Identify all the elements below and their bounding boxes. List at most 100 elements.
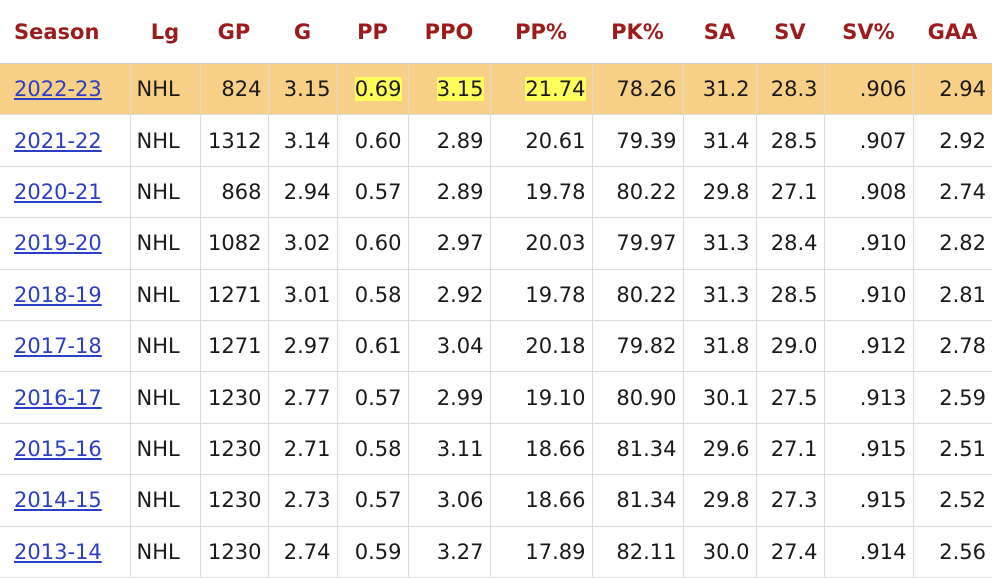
column-header[interactable]: GP [200,0,268,64]
table-cell: 1271 [199,319,269,373]
table-cell: 3.27 [407,525,491,578]
cell-text: 27.4 [770,539,818,564]
cell-text: 3.01 [283,282,331,307]
cell-text: 2.74 [939,179,986,204]
cell-text: 78.26 [616,77,677,102]
table-cell: 2.92 [407,268,491,321]
cell-text: 30.0 [702,539,750,564]
season-link[interactable]: 2015-16 [14,436,102,461]
cell-text: 31.4 [702,128,750,153]
cell-text: 27.1 [770,436,818,461]
cell-text: NHL [136,334,180,359]
season-link[interactable]: 2022-23 [14,77,102,102]
column-header[interactable]: PPO [408,0,490,64]
table-cell: .910 [823,268,914,321]
cell-text: NHL [136,488,180,513]
season-link[interactable]: 2021-22 [14,128,102,153]
table-cell: 2.92 [912,114,992,167]
table-cell: 0.60 [336,217,409,270]
table-cell: 28.3 [755,62,825,116]
table-row: 2022-23 NHL 824 3.15 0.69 3.15 21.74 78.26 31.2 2… [0,62,992,116]
table-cell: .907 [823,114,914,167]
header-row: Season Lg GP G PP PPO PP% PK% SA SV SV% GAA [0,0,992,64]
column-header[interactable]: G [268,0,337,64]
season-link[interactable]: 2013-14 [14,539,102,564]
table-cell: 3.01 [267,268,338,321]
cell-text: 1312 [208,128,262,153]
cell-text: 824 [221,77,262,102]
cell-text: 29.0 [770,334,818,359]
table-cell: 868 [199,165,269,219]
table-cell: 0.58 [336,422,409,476]
cell-text: 0.59 [354,539,402,564]
cell-text: 2.94 [939,77,986,102]
table-cell: 2.81 [912,268,992,321]
cell-text: 31.2 [702,77,750,102]
season-link[interactable]: 2016-17 [14,385,102,410]
cell-text: 2.99 [436,385,484,410]
column-header[interactable]: SA [683,0,756,64]
cell-text: 18.66 [525,488,586,513]
table-cell: NHL [129,268,201,321]
cell-text: 31.8 [702,334,750,359]
column-header[interactable]: Lg [130,0,200,64]
season-cell: 2014-15 [0,474,131,527]
column-header[interactable]: SV% [824,0,913,64]
cell-text: 3.15 [436,77,484,102]
table-cell: 2.99 [407,371,491,424]
column-header[interactable]: Season [0,0,130,64]
table-row: 2018-19 NHL 1271 3.01 0.58 2.92 19.78 80.22 31.3… [0,268,992,321]
cell-text: 82.11 [616,539,677,564]
table-cell: .908 [823,165,914,219]
table-cell: 2.74 [912,165,992,219]
table-row: 2019-20 NHL 1082 3.02 0.60 2.97 20.03 79.97 31.3… [0,217,992,270]
season-link[interactable]: 2020-21 [14,179,102,204]
cell-text: 3.11 [436,436,484,461]
table-cell: 79.82 [591,319,684,373]
column-header[interactable]: GAA [913,0,992,64]
cell-text: 0.58 [354,282,402,307]
table-cell: 2.51 [912,422,992,476]
cell-text: .912 [859,334,907,359]
table-cell: .915 [823,474,914,527]
season-cell: 2019-20 [0,217,131,270]
table-cell: 19.78 [489,268,593,321]
table-cell: 2.52 [912,474,992,527]
cell-text: 2.94 [283,179,331,204]
cell-text: 868 [221,179,262,204]
season-link[interactable]: 2017-18 [14,334,102,359]
season-link[interactable]: 2019-20 [14,231,102,256]
table-cell: NHL [129,165,201,219]
cell-text: NHL [136,385,180,410]
cell-text: 29.8 [702,488,750,513]
cell-text: .910 [859,231,907,256]
column-header[interactable]: PP% [490,0,592,64]
cell-text: 2.52 [939,488,986,513]
table-cell: NHL [129,114,201,167]
table-cell: 2.94 [267,165,338,219]
cell-text: 1271 [208,334,262,359]
cell-text: 0.57 [354,179,402,204]
table-cell: 18.66 [489,422,593,476]
table-cell: 80.90 [591,371,684,424]
column-header[interactable]: SV [756,0,824,64]
table-cell: 0.59 [336,525,409,578]
cell-text: 1230 [208,488,262,513]
column-header[interactable]: PP [337,0,408,64]
table-cell: 31.4 [682,114,757,167]
cell-text: 0.69 [354,77,402,102]
cell-text: 3.14 [283,128,331,153]
table-cell: NHL [129,62,201,116]
table-cell: 27.4 [755,525,825,578]
table-cell: 81.34 [591,474,684,527]
season-link[interactable]: 2014-15 [14,488,102,513]
table-cell: 0.58 [336,268,409,321]
table-cell: 30.1 [682,371,757,424]
table-cell: 1230 [199,422,269,476]
cell-text: 0.60 [354,231,402,256]
table-cell: 19.78 [489,165,593,219]
season-link[interactable]: 2018-19 [14,282,102,307]
column-header[interactable]: PK% [592,0,683,64]
table-cell: 2.56 [912,525,992,578]
table-cell: 2.77 [267,371,338,424]
